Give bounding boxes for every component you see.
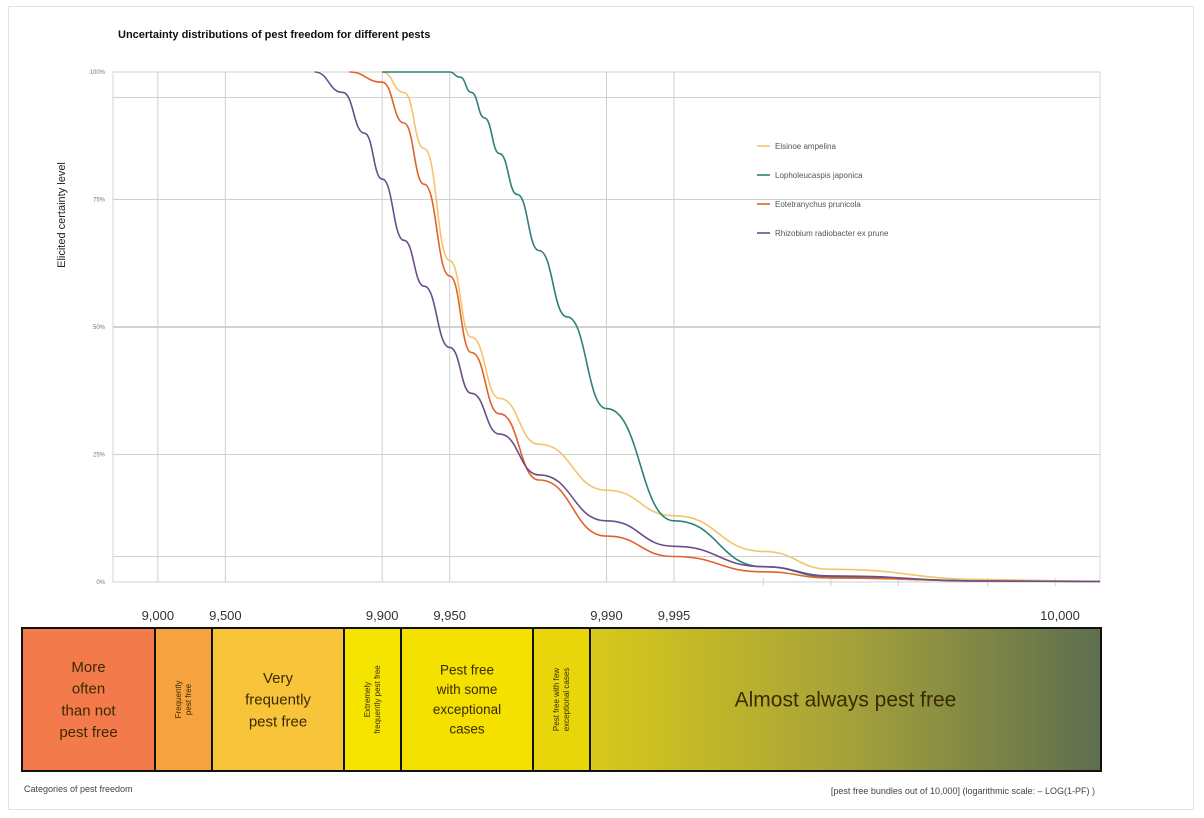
category-label-line: with some (436, 682, 498, 697)
y-tick-label: 100% (90, 70, 106, 76)
legend-entry: Rhizobium radiobacter ex prune (775, 229, 889, 238)
x-tick-labels: 9,000 9,500 9,900 9,950 9,990 9,995 10,000 (142, 608, 1080, 623)
category-label-line: pest free (59, 724, 117, 741)
x-tick-label: 9,900 (366, 608, 399, 623)
category-label-line: Frequently (174, 681, 183, 719)
y-axis-label: Elicited certainty level (56, 162, 68, 268)
x-tick-label: 10,000 (1040, 608, 1080, 623)
grid-lines (112, 71, 1101, 586)
category-label-line: Extremely (363, 682, 372, 718)
category-label-0: More often than not pest free (59, 659, 117, 741)
y-tick-label: 25% (93, 453, 106, 459)
category-label-line: pest free (249, 713, 307, 730)
category-label-line: Pest free with few (552, 668, 561, 731)
figure-frame (8, 6, 1194, 810)
y-tick-label: 75% (93, 198, 106, 204)
y-tick-label: 50% (93, 325, 106, 331)
category-label-line: often (72, 681, 105, 698)
legend-entry: Lopholeucaspis japonica (775, 171, 863, 180)
series-curves (314, 71, 1101, 583)
category-label-line: than not (61, 702, 116, 719)
y-tick-labels: 0% 25% 50% 75% 100% (90, 70, 106, 586)
x-tick-label: 9,990 (590, 608, 623, 623)
category-label-line: More (71, 659, 105, 676)
category-label-3: Extremely frequently pest free (363, 665, 382, 734)
category-label-2: Very frequently pest free (245, 670, 311, 731)
category-label-line: exceptional (433, 702, 501, 717)
legend: Elsinoe ampelina Lopholeucaspis japonica E… (757, 142, 889, 238)
x-scale-caption: [pest free bundles out of 10,000] (logar… (831, 786, 1095, 796)
y-tick-label: 0% (96, 580, 105, 586)
legend-entry: Eotetranychus prunicola (775, 200, 861, 209)
category-label-line: cases (449, 721, 485, 736)
category-label-5: Pest free with few exceptional cases (552, 668, 571, 732)
series-line-2 (349, 71, 1101, 583)
legend-entry: Elsinoe ampelina (775, 142, 836, 151)
category-label-line: frequently (245, 692, 311, 709)
series-line-3 (314, 71, 1101, 583)
category-label-line: exceptional cases (562, 668, 571, 732)
category-label-line: pest free (184, 683, 193, 715)
x-tick-label: 9,500 (209, 608, 242, 623)
category-label-6: Almost always pest free (735, 689, 957, 712)
category-label-1: Frequently pest free (174, 681, 193, 719)
category-label-4: Pest free with some exceptional cases (433, 663, 501, 737)
x-tick-label: 9,995 (658, 608, 691, 623)
category-label-line: Pest free (440, 663, 494, 678)
category-band-2 (211, 627, 345, 772)
chart-title: Uncertainty distributions of pest freedo… (118, 29, 430, 41)
category-band-4 (400, 627, 534, 772)
categories-caption: Categories of pest freedom (24, 784, 133, 794)
category-band-6 (589, 627, 1102, 772)
category-label-line: Almost always pest free (735, 689, 957, 712)
category-band-3 (343, 627, 402, 772)
series-line-0 (382, 71, 1101, 583)
category-band-0 (21, 627, 156, 772)
x-tick-label: 9,950 (433, 608, 466, 623)
category-label-line: Very (263, 670, 294, 687)
category-label-line: frequently pest free (373, 665, 382, 734)
x-tick-label: 9,000 (142, 608, 175, 623)
